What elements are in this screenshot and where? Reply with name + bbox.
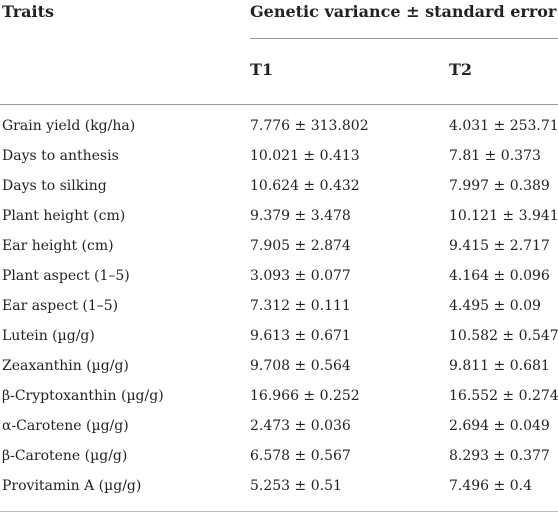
t1-cell: 9.613 ± 0.671 — [250, 328, 351, 344]
t2-cell: 2.694 ± 0.049 — [449, 418, 550, 434]
table-row: Days to silking 10.624 ± 0.432 7.997 ± 0… — [0, 172, 558, 202]
t2-cell: 4.164 ± 0.096 — [449, 268, 550, 284]
t2-cell: 4.031 ± 253.711 — [449, 118, 558, 134]
trait-cell: Plant height (cm) — [2, 208, 126, 224]
header-genetic-variance: Genetic variance ± standard error — [250, 2, 557, 21]
t1-cell: 6.578 ± 0.567 — [250, 448, 351, 464]
t2-cell: 9.415 ± 2.717 — [449, 238, 550, 254]
t2-cell: 16.552 ± 0.274 — [449, 388, 558, 404]
table-row: β-Carotene (µg/g) 6.578 ± 0.567 8.293 ± … — [0, 442, 558, 472]
trait-cell: β-Carotene (µg/g) — [2, 448, 128, 464]
table-row: Days to anthesis 10.021 ± 0.413 7.81 ± 0… — [0, 142, 558, 172]
t2-cell: 10.121 ± 3.941 — [449, 208, 558, 224]
table-row: Ear height (cm) 7.905 ± 2.874 9.415 ± 2.… — [0, 232, 558, 262]
t2-cell: 9.811 ± 0.681 — [449, 358, 550, 374]
t1-cell: 16.966 ± 0.252 — [250, 388, 360, 404]
t1-cell: 3.093 ± 0.077 — [250, 268, 351, 284]
trait-cell: Ear aspect (1–5) — [2, 298, 119, 314]
t1-cell: 7.776 ± 313.802 — [250, 118, 369, 134]
header-t1: T1 — [250, 60, 274, 79]
t1-cell: 10.624 ± 0.432 — [250, 178, 360, 194]
table-row: Zeaxanthin (µg/g) 9.708 ± 0.564 9.811 ± … — [0, 352, 558, 382]
trait-cell: Days to anthesis — [2, 148, 119, 164]
trait-cell: β-Cryptoxanthin (µg/g) — [2, 388, 164, 404]
t1-cell: 9.379 ± 3.478 — [250, 208, 351, 224]
table-row: Grain yield (kg/ha) 7.776 ± 313.802 4.03… — [0, 112, 558, 142]
trait-cell: Lutein (µg/g) — [2, 328, 95, 344]
table-row: Lutein (µg/g) 9.613 ± 0.671 10.582 ± 0.5… — [0, 322, 558, 352]
t2-cell: 4.495 ± 0.09 — [449, 298, 541, 314]
table-row: Provitamin A (µg/g) 5.253 ± 0.51 7.496 ±… — [0, 472, 558, 502]
t1-cell: 10.021 ± 0.413 — [250, 148, 360, 164]
table-row: Ear aspect (1–5) 7.312 ± 0.111 4.495 ± 0… — [0, 292, 558, 322]
t1-cell: 7.312 ± 0.111 — [250, 298, 351, 314]
t1-cell: 9.708 ± 0.564 — [250, 358, 351, 374]
trait-cell: Ear height (cm) — [2, 238, 114, 254]
table-row: β-Cryptoxanthin (µg/g) 16.966 ± 0.252 16… — [0, 382, 558, 412]
table-row: α-Carotene (µg/g) 2.473 ± 0.036 2.694 ± … — [0, 412, 558, 442]
t1-cell: 2.473 ± 0.036 — [250, 418, 351, 434]
t2-cell: 7.81 ± 0.373 — [449, 148, 541, 164]
t2-cell: 10.582 ± 0.547 — [449, 328, 558, 344]
table-row: Plant height (cm) 9.379 ± 3.478 10.121 ±… — [0, 202, 558, 232]
trait-cell: Grain yield (kg/ha) — [2, 118, 136, 134]
t2-cell: 8.293 ± 0.377 — [449, 448, 550, 464]
trait-cell: Plant aspect (1–5) — [2, 268, 130, 284]
t2-cell: 7.496 ± 0.4 — [449, 478, 532, 494]
trait-cell: α-Carotene (µg/g) — [2, 418, 129, 434]
bottom-divider — [0, 511, 558, 512]
table-body: Grain yield (kg/ha) 7.776 ± 313.802 4.03… — [0, 112, 558, 502]
header-traits: Traits — [2, 2, 55, 21]
header-t2: T2 — [449, 60, 473, 79]
trait-cell: Provitamin A (µg/g) — [2, 478, 142, 494]
t1-cell: 5.253 ± 0.51 — [250, 478, 342, 494]
header-divider — [0, 104, 558, 105]
group-divider — [250, 38, 558, 39]
t1-cell: 7.905 ± 2.874 — [250, 238, 351, 254]
t2-cell: 7.997 ± 0.389 — [449, 178, 550, 194]
table-row: Plant aspect (1–5) 3.093 ± 0.077 4.164 ±… — [0, 262, 558, 292]
trait-cell: Days to silking — [2, 178, 107, 194]
trait-cell: Zeaxanthin (µg/g) — [2, 358, 129, 374]
